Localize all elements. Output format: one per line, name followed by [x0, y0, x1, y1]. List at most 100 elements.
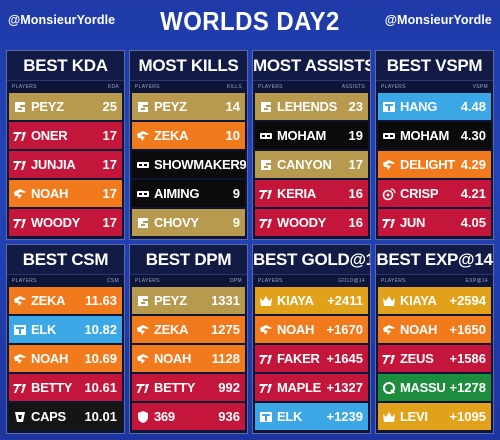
player-name: KIAYA [277, 293, 314, 308]
player-row: PEYZ 25 [9, 93, 122, 120]
player-name: FAKER [277, 351, 320, 366]
stat-value: +2594 [449, 293, 486, 308]
column-header-stat: VSPM [472, 84, 488, 90]
stat-value: 10.61 [84, 380, 117, 395]
column-header-players: PLAYERS [12, 84, 37, 90]
player-row: WOODY 17 [9, 209, 122, 236]
player-row: KIAYA +2411 [255, 287, 368, 314]
stat-value: 14 [225, 99, 240, 114]
stat-value: 936 [218, 409, 240, 424]
fnatic-logo-icon [382, 158, 396, 172]
panel-title: BEST KDA [7, 51, 124, 81]
player-row: 369 936 [132, 403, 245, 430]
player-name: CAPS [31, 409, 66, 424]
fnatic-logo-icon [136, 323, 150, 337]
player-name: AIMING [154, 186, 200, 201]
player-name: BETTY [31, 380, 73, 395]
panel-title: BEST DPM [130, 245, 247, 275]
stat-value: 4.48 [460, 99, 486, 114]
stat-panel: MOST KILLS PLAYERS KILLS PEYZ 14 ZEKA 10 SHOWMA… [129, 50, 248, 240]
player-row: HANG 4.48 [378, 93, 491, 120]
column-header-stat: DPM [229, 278, 242, 284]
gen-logo-icon [13, 100, 27, 114]
crown-logo-icon [382, 294, 396, 308]
panel-column-headers: PLAYERS EXP@14 [376, 275, 493, 287]
player-row: SHOWMAKER 9 [132, 151, 247, 178]
player-row: PEYZ 14 [132, 93, 245, 120]
fnatic-logo-icon [136, 129, 150, 143]
column-header-players: PLAYERS [135, 84, 160, 90]
panel-title: MOST KILLS [130, 51, 247, 81]
panel-column-headers: PLAYERS KDA [7, 81, 124, 93]
stat-value: 9 [239, 157, 247, 172]
gen-logo-icon [259, 158, 273, 172]
stat-value: 1331 [211, 293, 240, 308]
player-row: JUN 4.05 [378, 209, 491, 236]
stat-value: 1275 [211, 322, 240, 337]
panel-rows: ZEKA 11.63 ELK 10.82 NOAH 10.69 BETTY 10.61 CAPS… [7, 287, 124, 433]
panel-column-headers: PLAYERS CSM [7, 275, 124, 287]
column-header-stat: ASSISTS [341, 84, 365, 90]
gen-logo-icon [136, 294, 150, 308]
player-name: ZEKA [31, 293, 66, 308]
stat-value: +1650 [449, 322, 486, 337]
panel-rows: PEYZ 14 ZEKA 10 SHOWMAKER 9 AIMING 9 CHOVY 9 [130, 93, 247, 239]
stat-value: 17 [102, 215, 117, 230]
player-row: CAPS 10.01 [9, 403, 122, 430]
stat-value: 4.30 [460, 128, 486, 143]
stat-value: 9 [232, 186, 240, 201]
player-name: JUNJIA [31, 157, 76, 172]
stat-panel: BEST VSPM PLAYERS VSPM HANG 4.48 MOHAM 4.30 DEL… [375, 50, 494, 240]
player-name: CHOVY [154, 215, 199, 230]
stat-value: 10 [225, 128, 240, 143]
player-name: ZEKA [154, 322, 189, 337]
stat-value: 19 [348, 128, 363, 143]
stat-value: 17 [102, 186, 117, 201]
gen-logo-icon [136, 100, 150, 114]
player-row: KIAYA +2594 [378, 287, 491, 314]
gen-logo-icon [259, 100, 273, 114]
player-row: WOODY 16 [255, 209, 368, 236]
stat-value: 4.05 [460, 215, 486, 230]
player-row: ZEKA 11.63 [9, 287, 122, 314]
column-header-players: PLAYERS [258, 278, 283, 284]
panel-rows: LEHENDS 23 MOHAM 19 CANYON 17 KERIA 16 WOODY 16 [253, 93, 370, 239]
stat-value: 10.82 [84, 322, 117, 337]
panel-title: BEST EXP@14 [376, 245, 493, 275]
player-row: ELK +1239 [255, 403, 368, 430]
stat-value: 17 [102, 128, 117, 143]
player-row: NOAH 17 [9, 180, 122, 207]
tl-logo-icon [259, 410, 273, 424]
stat-value: 17 [348, 157, 363, 172]
stat-value: +1586 [449, 351, 486, 366]
player-row: ZEUS +1586 [378, 345, 491, 372]
player-name: NOAH [154, 351, 192, 366]
player-name: ZEKA [154, 128, 189, 143]
player-row: MASSU +1278 [378, 374, 491, 401]
player-row: ONER 17 [9, 122, 122, 149]
stat-value: +1278 [449, 380, 486, 395]
gen-logo-icon [136, 216, 150, 230]
player-name: MASSU [400, 380, 446, 395]
column-header-stat: EXP@14 [465, 278, 488, 284]
t1-logo-icon [13, 216, 27, 230]
column-header-players: PLAYERS [135, 278, 160, 284]
fnatic-logo-icon [259, 323, 273, 337]
player-name: KERIA [277, 186, 316, 201]
fnatic-logo-icon [136, 352, 150, 366]
fnatic-logo-icon [382, 323, 396, 337]
player-name: CANYON [277, 157, 332, 172]
player-row: JUNJIA 17 [9, 151, 122, 178]
player-name: MAPLE [277, 380, 322, 395]
stat-value: 25 [102, 99, 117, 114]
q-logo-icon [382, 381, 396, 395]
player-row: PEYZ 1331 [132, 287, 245, 314]
g2-logo-icon [13, 410, 27, 424]
player-name: NOAH [31, 186, 69, 201]
player-name: PEYZ [154, 99, 187, 114]
player-name: WOODY [31, 215, 81, 230]
player-name: ELK [277, 409, 303, 424]
player-name: PEYZ [154, 293, 187, 308]
player-name: ELK [31, 322, 57, 337]
player-name: LEHENDS [277, 99, 338, 114]
